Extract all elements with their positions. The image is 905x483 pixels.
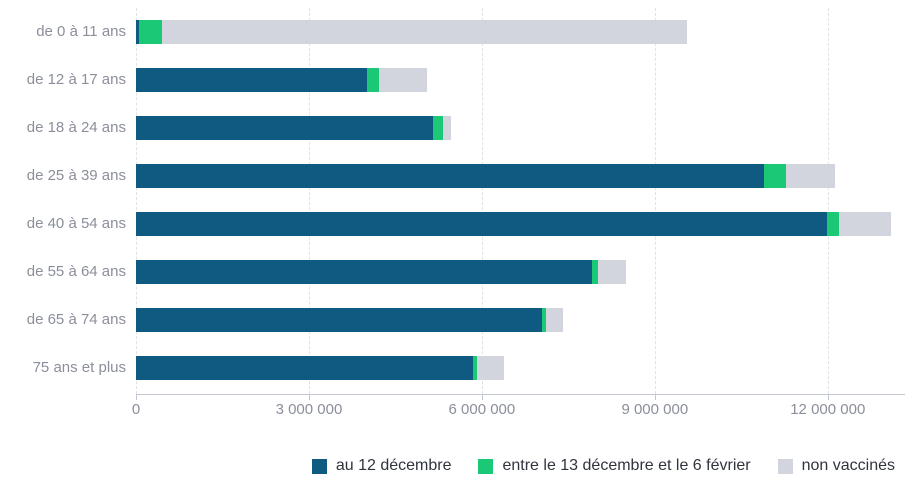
bar-segment[interactable] xyxy=(136,212,827,236)
category-label: 75 ans et plus xyxy=(32,359,126,376)
category-label: de 18 à 24 ans xyxy=(26,119,126,136)
bar-segment[interactable] xyxy=(763,164,786,188)
bar-segment[interactable] xyxy=(472,356,477,380)
legend-swatch-icon xyxy=(478,458,494,474)
bar-segment[interactable] xyxy=(136,116,433,140)
bar-row xyxy=(136,308,905,332)
category-label: de 25 à 39 ans xyxy=(26,167,126,184)
category-label: de 65 à 74 ans xyxy=(26,311,126,328)
bar-segment[interactable] xyxy=(161,20,687,44)
gridline-0 xyxy=(136,8,137,394)
bar-segment[interactable] xyxy=(378,68,427,92)
gridline-9000000 xyxy=(654,8,656,394)
legend-item[interactable]: entre le 13 décembre et le 6 février xyxy=(478,457,751,475)
bar-row xyxy=(136,20,905,44)
plot-area xyxy=(136,8,905,394)
bar-segment[interactable] xyxy=(838,212,891,236)
legend-swatch-icon xyxy=(311,458,327,474)
bar-row xyxy=(136,68,905,92)
bar-segment[interactable] xyxy=(136,68,367,92)
bar-segment[interactable] xyxy=(598,260,626,284)
category-label: de 40 à 54 ans xyxy=(26,215,126,232)
legend-label: non vaccinés xyxy=(801,457,895,474)
bar-row xyxy=(136,212,905,236)
legend-item[interactable]: non vaccinés xyxy=(777,457,895,475)
bar-row xyxy=(136,116,905,140)
bar-segment[interactable] xyxy=(442,116,452,140)
x-axis-tick xyxy=(308,394,310,400)
chart-legend: au 12 décembre entre le 13 décembre et le… xyxy=(311,457,895,475)
legend-label: entre le 13 décembre et le 6 février xyxy=(502,457,751,474)
bar-segment[interactable] xyxy=(136,356,473,380)
bar-segment[interactable] xyxy=(545,308,563,332)
gridline-3000000 xyxy=(308,8,310,394)
x-axis-tick xyxy=(481,394,483,400)
gridline-6000000 xyxy=(481,8,483,394)
legend-label: au 12 décembre xyxy=(335,457,452,474)
bar-segment[interactable] xyxy=(591,260,599,284)
bar-row xyxy=(136,164,905,188)
bar-segment[interactable] xyxy=(136,260,592,284)
x-axis-tick xyxy=(827,394,829,400)
bar-row xyxy=(136,356,905,380)
bar-segment[interactable] xyxy=(541,308,546,332)
bar-segment[interactable] xyxy=(476,356,504,380)
bar-segment[interactable] xyxy=(138,20,162,44)
x-axis-tick-label: 0 xyxy=(131,401,141,418)
x-axis-tick xyxy=(136,394,137,400)
legend-item[interactable]: au 12 décembre xyxy=(311,457,452,475)
x-axis-tick xyxy=(654,394,656,400)
x-axis-tick-label: 3 000 000 xyxy=(275,401,343,418)
bar-segment[interactable] xyxy=(366,68,379,92)
bar-segment[interactable] xyxy=(136,20,139,44)
category-label: de 0 à 11 ans xyxy=(36,23,126,40)
x-axis-tick-label: 9 000 000 xyxy=(621,401,689,418)
x-axis-tick-label: 6 000 000 xyxy=(448,401,516,418)
bar-segment[interactable] xyxy=(785,164,835,188)
category-label: de 12 à 17 ans xyxy=(26,71,126,88)
bar-row xyxy=(136,260,905,284)
bar-segment[interactable] xyxy=(136,308,542,332)
x-axis-tick-label: 12 000 000 xyxy=(790,401,866,418)
category-label: de 55 à 64 ans xyxy=(26,263,126,280)
x-axis-line xyxy=(136,394,905,395)
bar-segment[interactable] xyxy=(136,164,764,188)
legend-swatch-icon xyxy=(777,458,793,474)
bar-segment[interactable] xyxy=(826,212,839,236)
gridline-12000000 xyxy=(827,8,829,394)
bar-segment[interactable] xyxy=(432,116,443,140)
